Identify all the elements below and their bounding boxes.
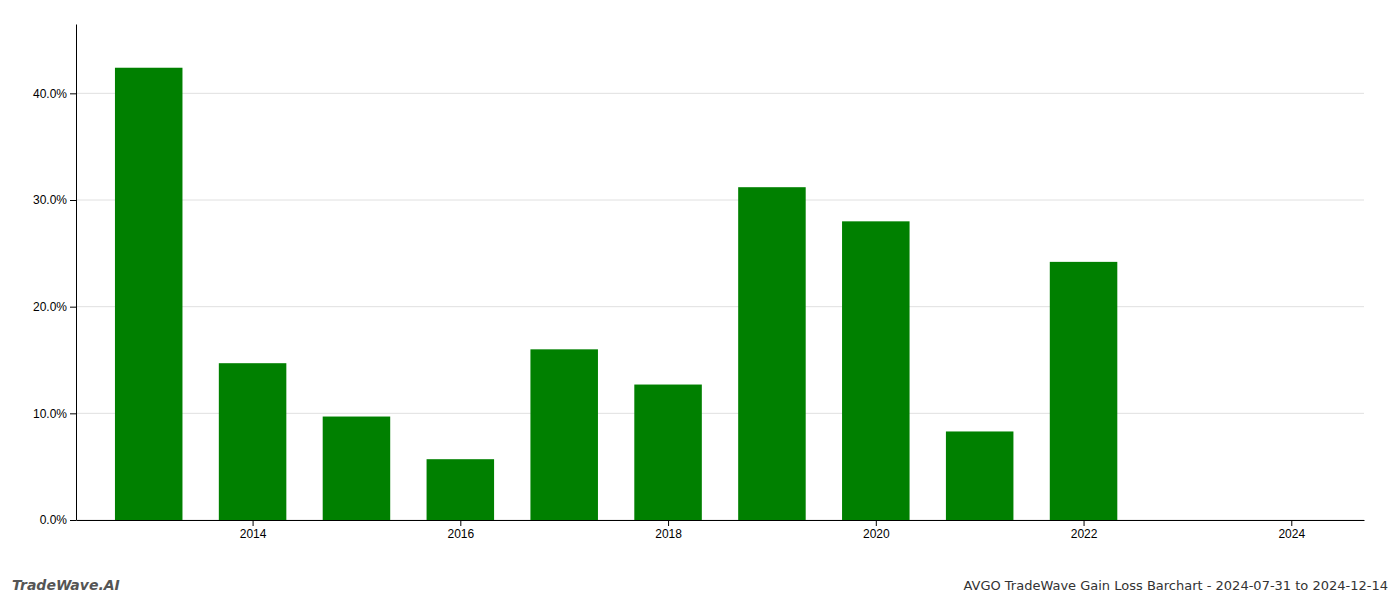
plot-area: 2014 2016 2018 2020 2022 2024 0.0% 10.0% 20.0% 30… — [33, 25, 1365, 541]
x-tick: 2016 — [447, 520, 474, 541]
x-tick-mark — [1291, 520, 1292, 526]
x-tick-mark — [253, 520, 254, 526]
grid-line — [76, 306, 1364, 307]
y-axis: 0.0% 10.0% 20.0% 30.0% 40.0% — [33, 25, 77, 528]
x-tick: 2022 — [1071, 520, 1098, 541]
bar — [738, 187, 806, 520]
grid-line — [76, 93, 1364, 94]
bar — [427, 459, 495, 520]
watermark: TradeWave.AI — [12, 577, 120, 593]
bar — [219, 363, 287, 520]
y-tick-label: 40.0% — [33, 87, 67, 101]
x-tick: 2020 — [863, 520, 890, 541]
y-tick-label: 30.0% — [33, 193, 67, 207]
x-tick-label: 2018 — [655, 527, 682, 541]
y-tick: 30.0% — [33, 193, 76, 207]
y-tick-label: 20.0% — [33, 300, 67, 314]
bar — [530, 349, 598, 520]
bar — [115, 68, 183, 520]
y-tick-label: 10.0% — [33, 407, 67, 421]
title: AVGO TradeWave Gain Loss Barchart - 2024… — [963, 578, 1388, 593]
grid-line — [76, 200, 1364, 201]
bar — [1154, 520, 1222, 521]
y-tick-mark — [70, 520, 76, 521]
x-tick-mark — [1084, 520, 1085, 526]
y-tick: 0.0% — [40, 513, 76, 527]
bar — [842, 221, 910, 520]
y-tick: 10.0% — [33, 407, 76, 421]
y-tick: 20.0% — [33, 300, 76, 314]
y-tick-mark — [70, 200, 76, 201]
bar — [634, 385, 702, 520]
x-tick-mark — [876, 520, 877, 526]
x-tick-mark — [460, 520, 461, 526]
x-tick-label: 2016 — [447, 527, 474, 541]
chart: 2014 2016 2018 2020 2022 2024 0.0% 10.0% 20.0% 30… — [0, 0, 1400, 600]
x-tick-label: 2014 — [240, 527, 267, 541]
y-tick-mark — [70, 413, 76, 414]
x-tick-mark — [668, 520, 669, 526]
x-tick: 2024 — [1278, 520, 1305, 541]
y-axis-line — [76, 25, 77, 521]
x-axis: 2014 2016 2018 2020 2022 2024 — [77, 520, 1365, 541]
x-tick-label: 2020 — [863, 527, 890, 541]
y-tick-label: 0.0% — [40, 513, 68, 527]
bar — [1050, 262, 1118, 520]
y-tick: 40.0% — [33, 87, 76, 101]
x-axis-line — [77, 520, 1365, 521]
bar — [946, 431, 1014, 520]
x-tick-label: 2022 — [1071, 527, 1098, 541]
bars — [115, 68, 1117, 520]
y-tick-mark — [70, 307, 76, 308]
x-tick: 2018 — [655, 520, 682, 541]
bar — [323, 417, 391, 520]
y-tick-mark — [70, 93, 76, 94]
x-tick-label: 2024 — [1278, 527, 1305, 541]
grid — [76, 93, 1364, 520]
x-tick: 2014 — [240, 520, 267, 541]
